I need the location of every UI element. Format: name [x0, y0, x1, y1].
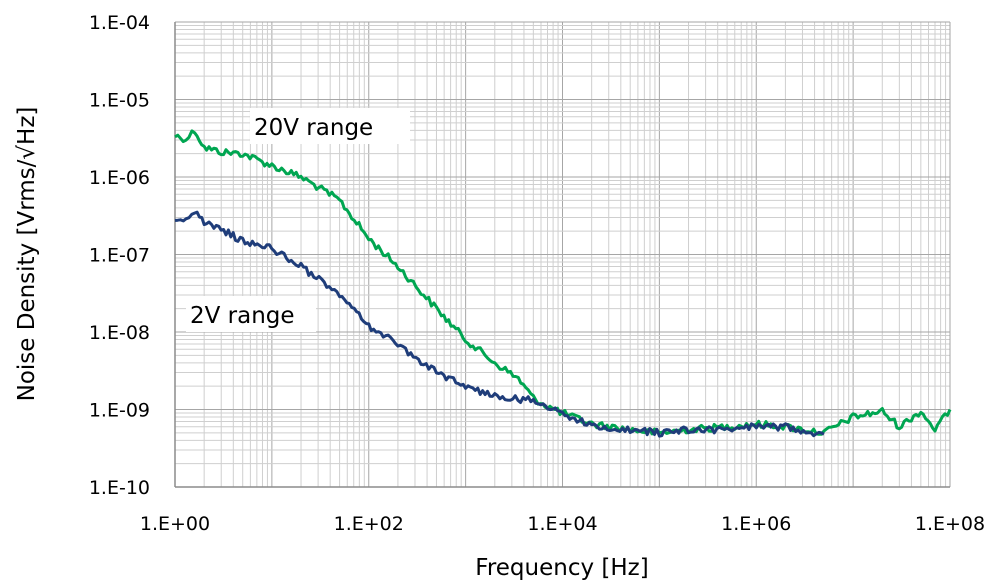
x-tick-label: 1.E+04: [527, 513, 597, 535]
y-tick-label: 1.E-06: [89, 167, 150, 189]
y-axis-ticks: 1.E-10 1.E-09 1.E-08 1.E-07 1.E-06 1.E-05 1.E-…: [89, 12, 150, 499]
x-axis-title: Frequency [Hz]: [475, 555, 648, 581]
y-axis-title: Noise Density [Vrms/√Hz]: [14, 107, 40, 402]
series-line: [174, 129, 952, 436]
y-tick-label: 1.E-09: [89, 400, 150, 422]
y-tick-label: 1.E-04: [89, 12, 150, 34]
x-tick-label: 1.E+02: [334, 513, 404, 535]
y-tick-label: 1.E-10: [89, 477, 150, 499]
annotations: 20V range 2V range: [186, 108, 410, 332]
y-tick-label: 1.E-07: [89, 245, 150, 267]
x-tick-label: 1.E+06: [721, 513, 791, 535]
x-tick-label: 1.E+08: [915, 513, 985, 535]
y-tick-label: 1.E-08: [89, 322, 150, 344]
series-annotation-label: 2V range: [190, 303, 295, 329]
series-annotation-label: 20V range: [254, 115, 373, 141]
series-line: [174, 210, 825, 438]
y-tick-label: 1.E-05: [89, 90, 150, 112]
x-axis-ticks: 1.E+00 1.E+02 1.E+04 1.E+06 1.E+08: [140, 513, 985, 535]
annotation-background: [250, 108, 410, 144]
annotation-background: [186, 296, 316, 332]
x-tick-label: 1.E+00: [140, 513, 210, 535]
series-lines: [174, 129, 952, 438]
